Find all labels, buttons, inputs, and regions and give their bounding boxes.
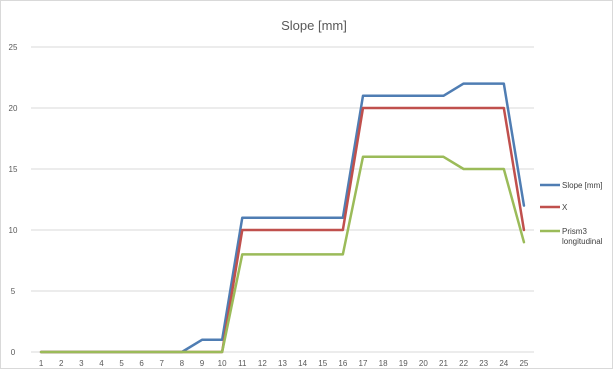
- x-tick-label: 4: [99, 359, 104, 368]
- x-tick-label: 16: [338, 359, 347, 368]
- x-tick-label: 10: [218, 359, 227, 368]
- y-axis-ticks: 0 5 10 15 20 25: [9, 43, 18, 357]
- x-tick-label: 23: [479, 359, 488, 368]
- x-tick-label: 13: [278, 359, 287, 368]
- x-tick-label: 8: [180, 359, 185, 368]
- y-tick-label: 0: [11, 348, 16, 357]
- x-tick-label: 11: [238, 359, 247, 368]
- x-tick-label: 2: [59, 359, 64, 368]
- legend-label: longitudinal: [562, 237, 603, 246]
- x-tick-label: 12: [258, 359, 267, 368]
- x-tick-label: 6: [139, 359, 144, 368]
- chart-title: Slope [mm]: [281, 18, 347, 33]
- x-tick-label: 20: [419, 359, 428, 368]
- legend-label: Slope [mm]: [562, 181, 602, 190]
- x-tick-label: 24: [499, 359, 508, 368]
- legend-label: Prism3: [562, 227, 587, 236]
- x-tick-label: 18: [379, 359, 388, 368]
- legend-label: X: [562, 203, 568, 212]
- series-line-3: [39, 155, 526, 354]
- y-tick-label: 20: [9, 104, 18, 113]
- series-lines: [39, 82, 526, 354]
- x-tick-label: 5: [119, 359, 124, 368]
- x-tick-label: 19: [399, 359, 408, 368]
- x-tick-label: 22: [459, 359, 468, 368]
- x-tick-label: 14: [298, 359, 307, 368]
- x-tick-label: 17: [359, 359, 368, 368]
- x-tick-label: 3: [79, 359, 84, 368]
- y-tick-label: 5: [11, 287, 16, 296]
- x-tick-label: 1: [39, 359, 44, 368]
- x-tick-label: 7: [160, 359, 165, 368]
- x-tick-label: 21: [439, 359, 448, 368]
- y-tick-label: 15: [9, 165, 18, 174]
- x-tick-label: 25: [519, 359, 528, 368]
- y-tick-label: 10: [9, 226, 18, 235]
- x-tick-label: 15: [318, 359, 327, 368]
- x-tick-label: 9: [200, 359, 205, 368]
- x-axis-ticks: 1 2 3 4 5 6 7 8 9 10 11 12 13 14 15 16 17 18 19 20 21 22 23 24 2…: [39, 359, 529, 368]
- y-tick-label: 25: [9, 43, 18, 52]
